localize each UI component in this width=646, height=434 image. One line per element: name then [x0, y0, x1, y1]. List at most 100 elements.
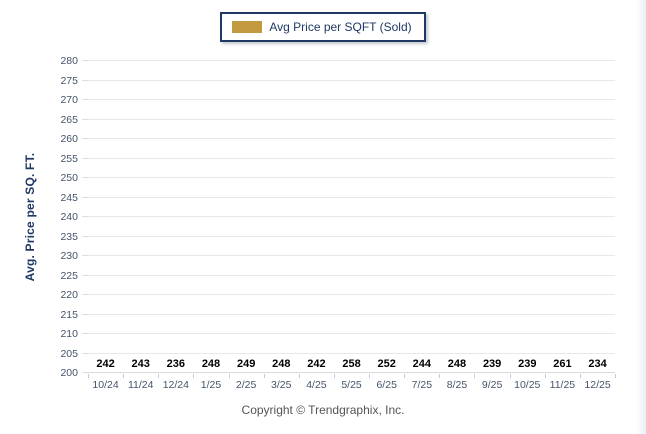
x-tick-label: 2/25 — [235, 379, 257, 391]
bar-value-label: 248 — [272, 358, 291, 370]
gridline — [88, 196, 615, 198]
gridline — [88, 274, 615, 276]
x-tick-mark — [474, 374, 476, 378]
bar-slot: 242 — [88, 358, 123, 373]
bar-value-label: 249 — [236, 358, 256, 370]
gridline — [88, 138, 615, 139]
y-tick-mark — [82, 216, 88, 217]
bar-slot: 248 — [439, 358, 474, 373]
bar-slot: 239 — [475, 358, 510, 373]
y-tick-label: 230 — [60, 250, 78, 262]
copyright-text: Copyright © Trendgraphix, Inc. — [241, 403, 405, 417]
bar-value-label: 236 — [166, 358, 186, 370]
y-tick-label: 225 — [60, 269, 78, 282]
x-tick-label: 3/25 — [271, 379, 292, 391]
y-tick-label: 235 — [60, 230, 78, 243]
bar-value-label: 258 — [342, 358, 361, 370]
gridline — [88, 372, 615, 373]
x-tick-mark — [404, 374, 406, 378]
bar-value-label: 234 — [588, 358, 607, 370]
x-tick-mark — [615, 374, 616, 378]
y-tick-label: 245 — [60, 191, 78, 204]
y-tick-mark — [82, 372, 88, 373]
x-tick-label: 6/25 — [376, 379, 397, 391]
legend-swatch-icon — [232, 21, 263, 33]
plot-area: 242 243 236 248 249 248 242 258 252 244 248 239 239 2… — [88, 60, 615, 373]
x-tick-label: 8/25 — [446, 379, 468, 391]
y-tick-label: 270 — [60, 94, 78, 106]
bar-value-label: 239 — [518, 358, 537, 370]
y-tick-label: 215 — [60, 308, 78, 321]
x-axis-ticks — [88, 373, 616, 378]
y-tick-mark — [82, 79, 88, 81]
bar-value-label: 244 — [412, 358, 432, 370]
x-tick-mark — [544, 374, 546, 378]
gridline — [88, 235, 615, 237]
y-tick-label: 275 — [60, 74, 78, 87]
gridline — [88, 60, 615, 61]
y-tick-label: 210 — [60, 328, 78, 340]
x-tick-mark — [88, 374, 89, 378]
y-tick-mark — [82, 313, 88, 315]
y-tick-label: 205 — [60, 347, 78, 360]
x-tick-mark — [193, 374, 195, 378]
x-tick-mark — [509, 374, 511, 378]
x-tick-label: 10/25 — [514, 379, 541, 391]
y-tick-label: 260 — [60, 133, 78, 145]
y-tick-mark — [82, 352, 88, 354]
x-tick-mark — [579, 374, 581, 378]
bar-value-label: 261 — [553, 358, 572, 370]
bar-slot: 244 — [404, 358, 439, 373]
bar-value-label: 243 — [131, 358, 150, 370]
gridline — [88, 255, 615, 256]
bar-slot: 252 — [369, 358, 404, 373]
x-tick-label: 7/25 — [411, 379, 433, 391]
gridline — [88, 313, 615, 315]
y-axis-tick-labels: 200 205 210 215 220 225 230 235 240 245 250 255 260 2… — [0, 55, 80, 379]
bars-row: 242 243 236 248 249 248 242 258 252 244 248 239 239 2… — [88, 61, 615, 373]
bar-slot: 236 — [158, 358, 193, 373]
y-tick-mark — [82, 274, 88, 276]
bar-slot: 248 — [193, 358, 228, 373]
bar-slot: 234 — [580, 358, 615, 373]
bar-value-label: 239 — [482, 358, 502, 370]
y-axis-ticks — [82, 60, 88, 373]
x-tick-label: 9/25 — [481, 379, 503, 391]
y-tick-mark — [82, 118, 88, 120]
x-axis-tick-labels: 10/24 11/24 12/24 1/25 2/25 3/25 4/25 5/25 6/25 7… — [88, 379, 615, 391]
x-tick-mark — [123, 374, 125, 378]
y-tick-label: 240 — [60, 211, 78, 223]
bar-value-label: 242 — [96, 358, 115, 370]
y-tick-mark — [82, 99, 88, 100]
bar-value-label: 248 — [447, 358, 467, 370]
gridline — [88, 118, 615, 120]
gridline — [88, 216, 615, 217]
x-tick-mark — [298, 374, 300, 378]
bar-value-label: 252 — [377, 358, 396, 370]
y-tick-label: 255 — [60, 152, 78, 165]
y-tick-label: 280 — [60, 55, 78, 67]
gridline — [88, 294, 615, 295]
x-tick-mark — [263, 374, 265, 378]
y-tick-mark — [82, 196, 88, 198]
y-tick-mark — [82, 157, 88, 159]
x-tick-label: 4/25 — [306, 379, 327, 391]
y-tick-mark — [82, 255, 88, 256]
gridline — [88, 333, 615, 334]
x-tick-mark — [439, 374, 441, 378]
x-tick-label: 12/24 — [162, 379, 189, 391]
y-tick-mark — [82, 294, 88, 295]
legend-label: Avg Price per SQFT (Sold) — [269, 20, 412, 34]
x-tick-label: 11/24 — [127, 379, 154, 391]
y-tick-mark — [82, 177, 88, 178]
x-tick-label: 11/25 — [549, 379, 576, 391]
bar-slot: 242 — [299, 358, 334, 373]
x-tick-label: 12/25 — [584, 379, 611, 391]
y-tick-label: 250 — [60, 172, 78, 184]
gridline — [88, 177, 615, 178]
y-tick-label: 220 — [60, 289, 78, 301]
bar-slot: 258 — [334, 358, 369, 373]
gridline — [88, 157, 615, 159]
x-tick-mark — [158, 374, 160, 378]
x-tick-mark — [369, 374, 371, 378]
